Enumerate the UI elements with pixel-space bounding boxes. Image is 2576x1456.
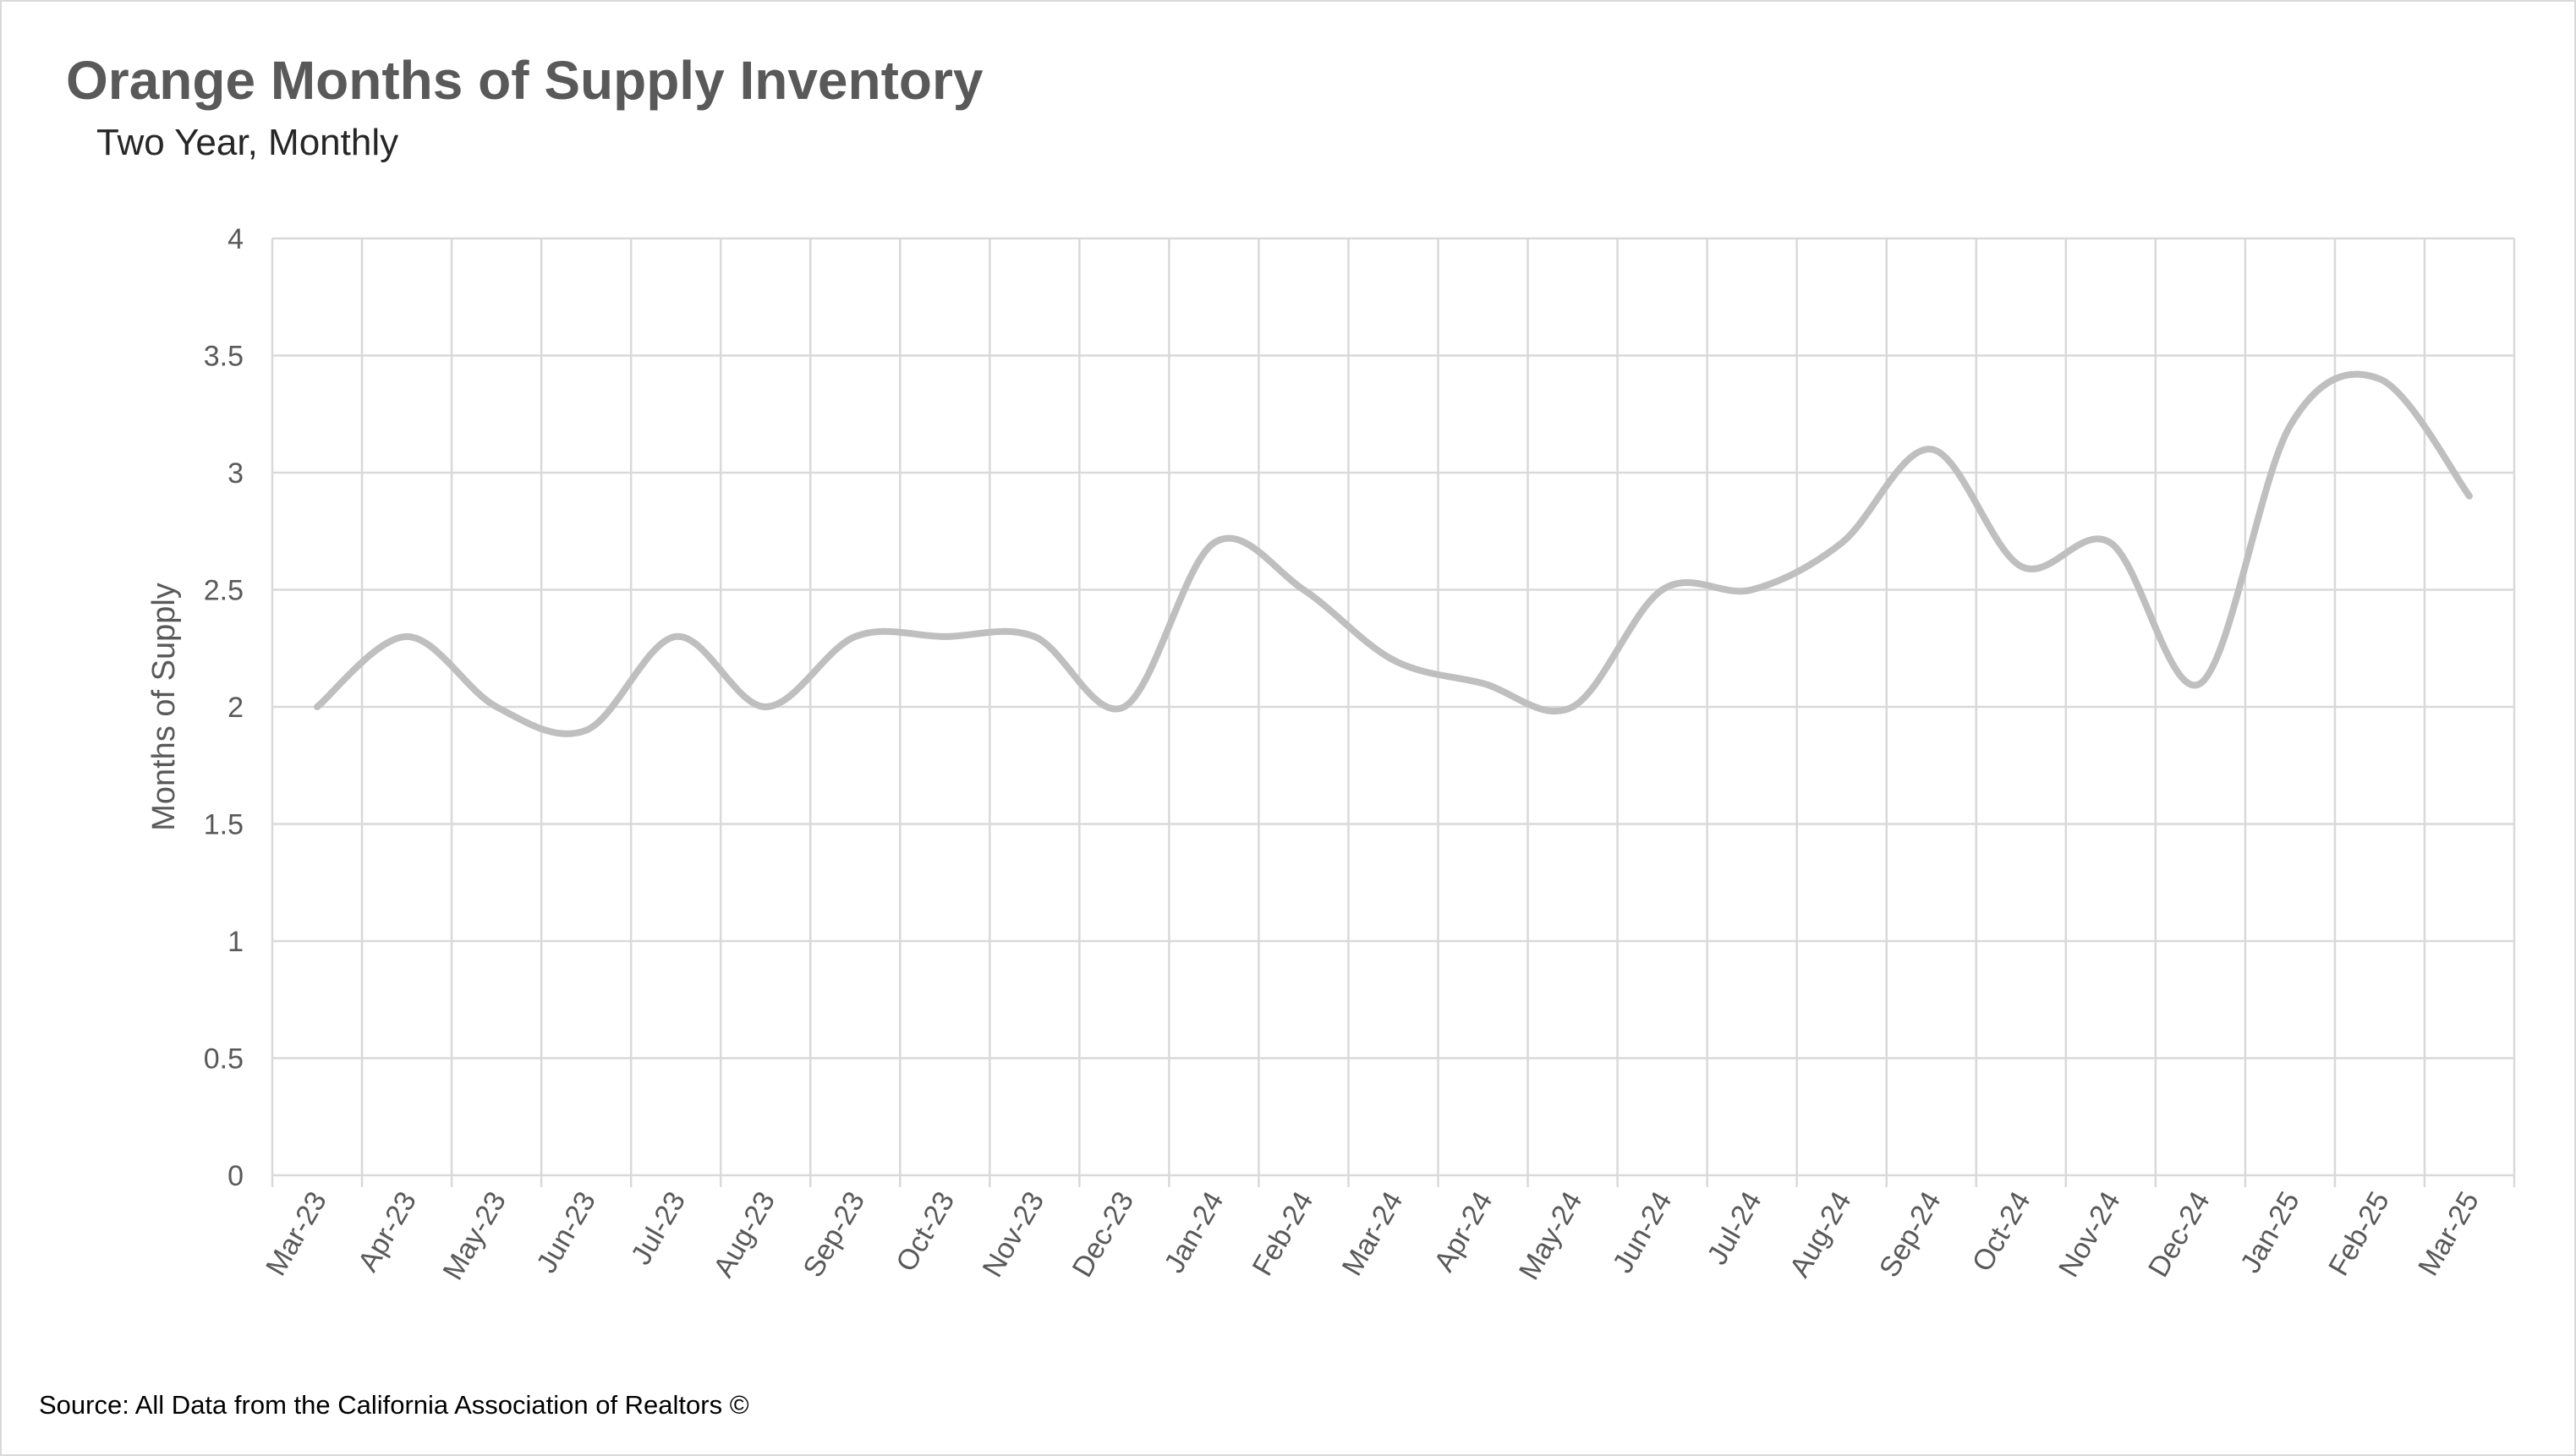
x-tick-label: Mar-25 [2412,1186,2486,1281]
x-tick-label: Nov-24 [2053,1186,2127,1283]
x-tick-label: Jan-24 [1158,1186,1230,1278]
x-tick-label: Nov-23 [977,1186,1051,1283]
chart-subtitle: Two Year, Monthly [96,122,399,163]
x-tick-label: Aug-24 [1784,1186,1858,1283]
y-tick-label: 2.5 [204,575,244,607]
x-tick-label: May-24 [1513,1186,1589,1285]
x-tick-label: Jul-23 [625,1186,692,1270]
source-note: Source: All Data from the California Ass… [39,1390,749,1420]
y-tick-label: 0 [227,1160,244,1192]
y-tick-label: 4 [227,223,244,255]
y-tick-label: 3.5 [204,341,244,373]
x-tick-label: Jul-24 [1701,1186,1768,1270]
x-tick-label: Feb-24 [1247,1186,1320,1281]
y-tick-label: 1 [227,926,244,958]
x-tick-label: Apr-24 [1428,1186,1499,1277]
x-tick-label: May-23 [436,1186,512,1285]
x-tick-label: Oct-23 [890,1186,961,1277]
y-tick-label: 2 [227,692,244,724]
y-tick-label: 3 [227,457,244,490]
x-tick-label: Sep-24 [1873,1186,1948,1283]
y-axis-label: Months of Supply [146,583,182,831]
y-tick-label: 0.5 [204,1043,244,1076]
gridlines [271,237,2516,1187]
x-tick-label: Mar-24 [1336,1186,1410,1281]
x-tick-label: Jun-23 [530,1186,602,1278]
x-tick-label: Jun-24 [1607,1186,1679,1278]
x-axis-tick-labels: Mar-23 Apr-23 May-23 Jun-23 Jul-23 Aug-23 Sep-… [260,1186,2486,1285]
series-points [314,375,2473,734]
x-tick-label: Dec-24 [2142,1186,2217,1283]
series-line [314,370,2473,737]
y-axis-tick-labels: 0 0.5 1 1.5 2 2.5 3 3.5 4 [204,223,244,1192]
series-lines [314,370,2473,737]
x-tick-label: Apr-23 [352,1186,423,1277]
x-tick-label: Mar-23 [260,1186,333,1281]
x-tick-label: Oct-24 [1966,1186,2037,1277]
x-tick-label: Jan-25 [2234,1186,2306,1278]
y-tick-label: 1.5 [204,809,244,841]
x-tick-label: Dec-23 [1066,1186,1141,1283]
x-tick-label: Feb-25 [2322,1186,2396,1281]
chart-title: Orange Months of Supply Inventory [66,50,984,111]
x-tick-label: Aug-23 [707,1186,781,1283]
x-tick-label: Sep-23 [797,1186,871,1283]
